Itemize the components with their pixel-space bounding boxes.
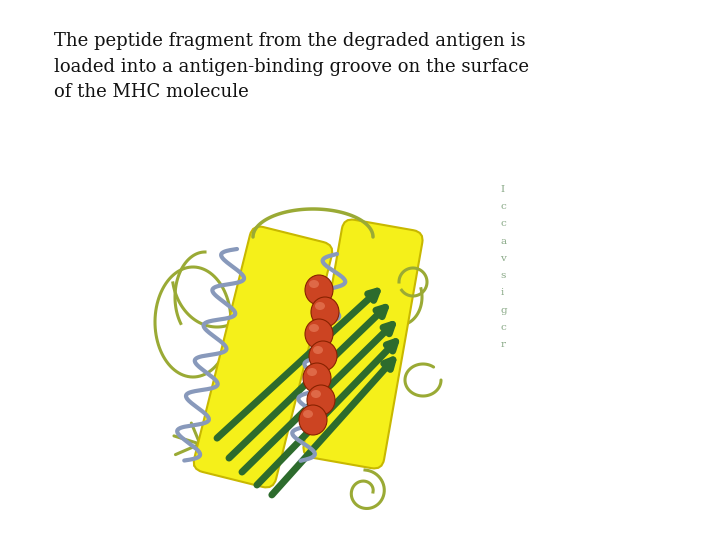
Text: i: i bbox=[500, 288, 504, 298]
Text: c: c bbox=[500, 219, 506, 228]
Ellipse shape bbox=[305, 319, 333, 349]
Ellipse shape bbox=[303, 363, 331, 393]
FancyBboxPatch shape bbox=[303, 220, 423, 469]
Text: The peptide fragment from the degraded antigen is
loaded into a antigen-binding : The peptide fragment from the degraded a… bbox=[54, 32, 529, 102]
Ellipse shape bbox=[305, 275, 333, 305]
Ellipse shape bbox=[309, 324, 319, 332]
Text: g: g bbox=[500, 306, 507, 315]
Ellipse shape bbox=[309, 341, 337, 371]
FancyBboxPatch shape bbox=[194, 227, 332, 488]
Text: r: r bbox=[500, 340, 505, 349]
Ellipse shape bbox=[313, 346, 323, 354]
Ellipse shape bbox=[307, 368, 317, 376]
Text: c: c bbox=[500, 202, 506, 211]
Ellipse shape bbox=[303, 410, 313, 418]
Ellipse shape bbox=[311, 297, 339, 327]
Text: I: I bbox=[500, 185, 505, 194]
Ellipse shape bbox=[315, 302, 325, 310]
Ellipse shape bbox=[307, 385, 335, 415]
Text: c: c bbox=[500, 323, 506, 332]
Ellipse shape bbox=[299, 405, 327, 435]
Text: s: s bbox=[500, 271, 505, 280]
Text: a: a bbox=[500, 237, 507, 246]
Ellipse shape bbox=[309, 280, 319, 288]
Ellipse shape bbox=[311, 390, 321, 398]
Text: v: v bbox=[500, 254, 506, 263]
